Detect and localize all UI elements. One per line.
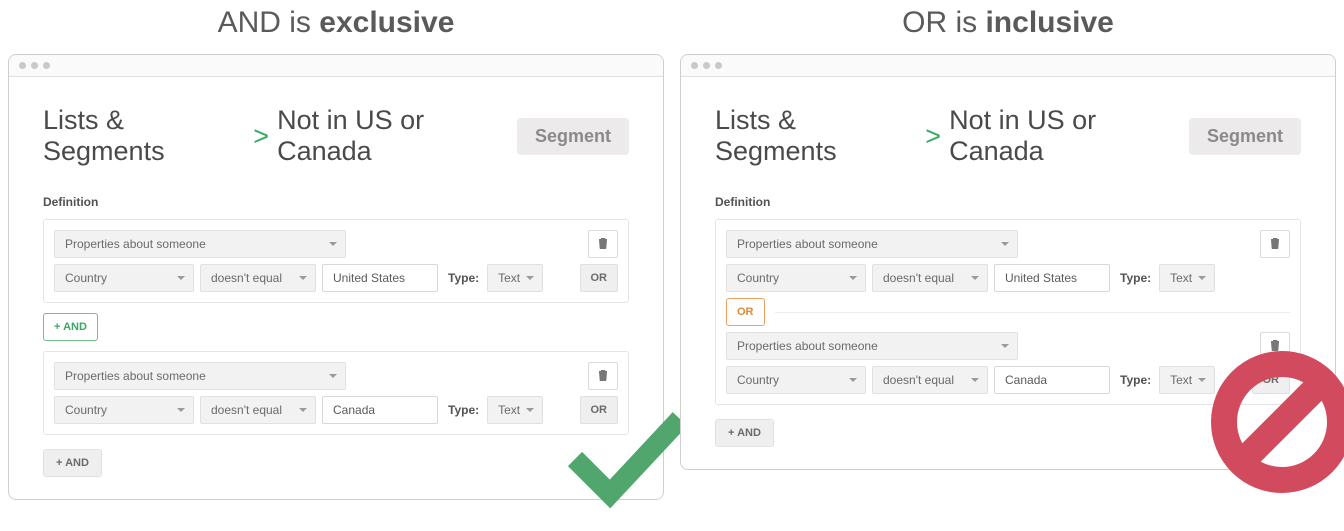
property-source-select[interactable]: Properties about someone [726,332,1018,360]
window-left: Lists & Segments > Not in US or Canada S… [8,54,664,500]
traffic-light-dot [43,62,50,69]
type-label: Type: [448,271,479,285]
rule-group-combined: Properties about someone Country doesn't… [715,219,1301,405]
type-select[interactable]: Text [487,396,543,424]
field-select[interactable]: Country [54,264,194,292]
window-titlebar [9,55,663,77]
operator-select[interactable]: doesn't equal [200,396,316,424]
window-titlebar [681,55,1335,77]
definition-label: Definition [715,195,1301,209]
breadcrumb-root[interactable]: Lists & Segments [715,105,917,167]
type-select[interactable]: Text [1159,264,1215,292]
traffic-light-dot [703,62,710,69]
field-select[interactable]: Country [726,366,866,394]
heading-right-strong: inclusive [985,6,1113,39]
operator-select[interactable]: doesn't equal [872,366,988,394]
delete-rule-button[interactable] [1260,332,1290,360]
delete-rule-button[interactable] [588,362,618,390]
type-label: Type: [1120,271,1151,285]
property-source-select[interactable]: Properties about someone [54,362,346,390]
delete-rule-button[interactable] [1260,230,1290,258]
operator-select[interactable]: doesn't equal [872,264,988,292]
window-right: Lists & Segments > Not in US or Canada S… [680,54,1336,470]
value-input[interactable]: Canada [994,366,1110,394]
and-connector-button[interactable]: + AND [43,313,98,341]
traffic-light-dot [19,62,26,69]
heading-right: OR is inclusive [680,6,1336,40]
or-chip-button[interactable]: OR [580,264,619,292]
or-chip-button[interactable]: OR [580,396,619,424]
divider [775,312,1291,313]
property-source-select[interactable]: Properties about someone [726,230,1018,258]
breadcrumb-separator: > [925,121,941,152]
segment-button[interactable]: Segment [1189,118,1301,155]
definition-label: Definition [43,195,629,209]
type-select[interactable]: Text [487,264,543,292]
add-and-button[interactable]: + AND [43,449,102,477]
type-label: Type: [448,403,479,417]
breadcrumb: Lists & Segments > Not in US or Canada S… [43,105,629,167]
breadcrumb-separator: > [253,121,269,152]
traffic-light-dot [715,62,722,69]
value-input[interactable]: United States [322,264,438,292]
value-input[interactable]: Canada [322,396,438,424]
add-and-button[interactable]: + AND [715,419,774,447]
heading-left: AND is exclusive [8,6,664,40]
type-select[interactable]: Text [1159,366,1215,394]
heading-left-strong: exclusive [319,6,454,39]
trash-icon [1270,339,1280,354]
traffic-light-dot [691,62,698,69]
rule-group: Properties about someone Country doesn't… [43,351,629,435]
heading-right-pre: OR is [902,6,985,39]
field-select[interactable]: Country [54,396,194,424]
or-connector-button[interactable]: OR [726,298,765,326]
breadcrumb-leaf: Not in US or Canada [277,105,517,167]
breadcrumb: Lists & Segments > Not in US or Canada S… [715,105,1301,167]
property-source-select[interactable]: Properties about someone [54,230,346,258]
breadcrumb-root[interactable]: Lists & Segments [43,105,245,167]
value-input[interactable]: United States [994,264,1110,292]
type-label: Type: [1120,373,1151,387]
breadcrumb-leaf: Not in US or Canada [949,105,1189,167]
trash-icon [598,237,608,252]
or-chip-button[interactable]: OR [1252,366,1291,394]
segment-button[interactable]: Segment [517,118,629,155]
field-select[interactable]: Country [726,264,866,292]
delete-rule-button[interactable] [588,230,618,258]
operator-select[interactable]: doesn't equal [200,264,316,292]
rule-group: Properties about someone Country doesn't… [43,219,629,303]
trash-icon [1270,237,1280,252]
heading-left-pre: AND is [218,6,320,39]
trash-icon [598,369,608,384]
traffic-light-dot [31,62,38,69]
